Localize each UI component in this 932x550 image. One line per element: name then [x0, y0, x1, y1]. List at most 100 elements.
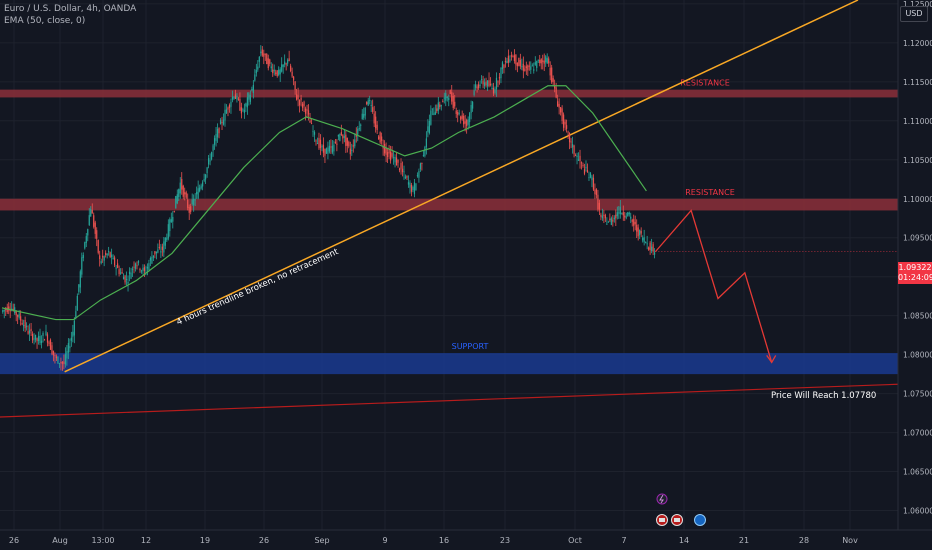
candle-body [604, 215, 606, 219]
bar-countdown: 01:24:09 [898, 273, 932, 282]
candle-body [43, 339, 46, 341]
candle-body [276, 70, 278, 77]
candle-body [440, 105, 442, 107]
candle-body [248, 93, 250, 100]
candle-body [219, 120, 222, 125]
candle-body [9, 310, 11, 312]
candle-body [315, 140, 317, 142]
flag-stripes [659, 518, 665, 522]
candle-body [179, 182, 181, 194]
indicator-label[interactable]: EMA (50, close, 0) [4, 16, 86, 26]
candle-body [533, 69, 535, 71]
symbol-title[interactable]: Euro / U.S. Dollar, 4h, OANDA [4, 4, 137, 14]
candle-body [565, 125, 568, 129]
candle-body [485, 81, 487, 86]
candle-body [237, 98, 240, 100]
candle-body [542, 60, 544, 62]
candle-body [178, 189, 180, 198]
candle-body [93, 215, 95, 227]
candle-body [348, 141, 350, 147]
candle-body [480, 79, 483, 81]
candle-body [222, 119, 225, 125]
candle-body [31, 333, 34, 341]
candle-body [515, 54, 517, 65]
candle-body [197, 188, 199, 199]
candle-body [164, 237, 166, 246]
candle-body [651, 246, 653, 251]
candle-body [37, 336, 40, 342]
candle-body [531, 65, 533, 67]
candle-body [386, 152, 389, 157]
candle-body [588, 177, 590, 179]
candle-body [66, 351, 68, 359]
candle-body [577, 159, 580, 161]
candle-body [497, 81, 499, 83]
candle-body [525, 66, 527, 69]
candle-body [84, 242, 86, 249]
candle-body [117, 263, 119, 268]
candle-body [218, 128, 220, 134]
candle-body [137, 260, 140, 263]
lower-trendline [0, 383, 899, 418]
candle-body [23, 325, 25, 327]
candle-body [246, 97, 248, 108]
candle-body [652, 244, 654, 252]
candle-body [627, 212, 629, 216]
candle-body [370, 105, 372, 107]
candle-body [595, 189, 598, 195]
candle-body [509, 59, 511, 62]
candle-body [193, 198, 195, 206]
candle-body [234, 94, 237, 99]
candle-body [551, 67, 553, 83]
candle-body [342, 134, 344, 139]
candle-body [594, 189, 596, 195]
candle-body [94, 222, 96, 234]
candle-body [640, 231, 642, 234]
candle-body [260, 51, 262, 54]
candle-body [557, 101, 559, 107]
candle-body [482, 80, 484, 85]
candle-body [560, 107, 562, 113]
candle-body [300, 97, 302, 101]
candle-body [400, 163, 402, 169]
candle-body [443, 97, 445, 99]
candle-body [352, 145, 354, 147]
candle-body [312, 131, 314, 133]
candle-body [413, 182, 416, 195]
candle-body [304, 108, 307, 114]
candle-body [331, 145, 334, 153]
candle-body [215, 134, 217, 141]
candle-body [112, 257, 114, 259]
candle-body [591, 176, 593, 181]
currency-button[interactable]: USD [900, 6, 928, 22]
candle-body [618, 212, 620, 214]
candle-body [136, 265, 138, 267]
candle-body [263, 53, 265, 57]
candle-body [258, 56, 260, 62]
candle-body [261, 49, 263, 56]
candle-body [351, 149, 353, 151]
candle-body [266, 54, 268, 65]
candle-body [225, 109, 228, 114]
candle-body [124, 275, 126, 283]
candle-body [528, 65, 530, 67]
candle-body [431, 108, 433, 110]
candle-body [327, 147, 329, 154]
candle-body [434, 111, 436, 115]
candle-body [516, 62, 518, 67]
candle-body [8, 306, 10, 311]
candle-body [24, 319, 26, 329]
candle-body [579, 155, 581, 161]
candle-body [345, 134, 347, 146]
candle-body [568, 133, 571, 143]
zone-label: RESISTANCE [685, 188, 735, 197]
candle-body [322, 144, 325, 153]
candle-body [307, 110, 310, 115]
candle-body [451, 92, 453, 102]
candle-body [264, 53, 266, 55]
candle-body [606, 223, 608, 225]
candle-body [649, 242, 651, 251]
candle-body [108, 251, 110, 253]
candle-body [457, 111, 459, 116]
